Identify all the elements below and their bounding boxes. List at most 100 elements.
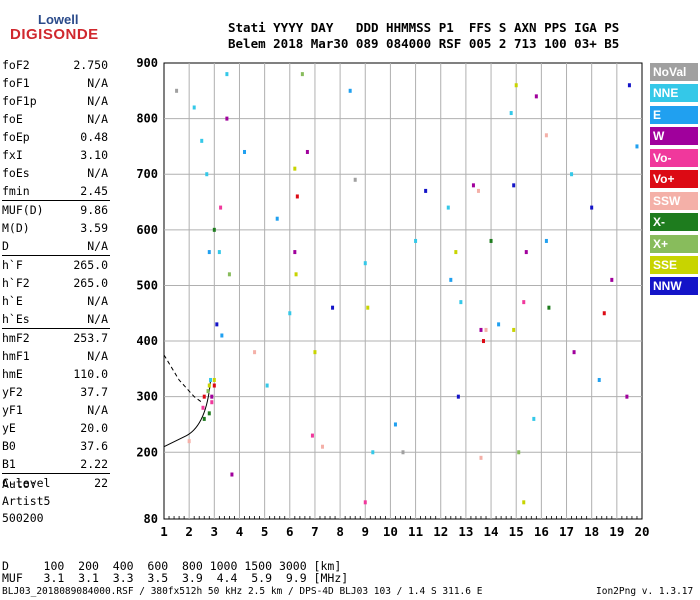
param-name: hmF1 [2, 349, 30, 363]
data-point [300, 72, 304, 77]
data-point [201, 405, 205, 410]
param-name: foF2 [2, 58, 30, 72]
x-tick-label: 10 [383, 524, 398, 539]
data-point [414, 238, 418, 243]
param-row: fmin 2.45 [2, 182, 110, 200]
param-separator [2, 255, 110, 256]
param-row: foEs N/A [2, 164, 110, 182]
data-point [590, 205, 594, 210]
data-point [293, 166, 297, 171]
data-point [210, 400, 214, 405]
param-name: D [2, 239, 9, 253]
data-point [544, 238, 548, 243]
param-name: C-level [2, 476, 51, 490]
param-value: N/A [87, 166, 108, 180]
param-name: hmE [2, 367, 23, 381]
data-point [225, 116, 229, 121]
data-point [489, 238, 493, 243]
data-point [497, 322, 501, 327]
param-value: N/A [87, 239, 108, 253]
data-point [295, 194, 299, 199]
param-value: N/A [87, 94, 108, 108]
data-point [294, 272, 298, 277]
legend-item: SSE [650, 255, 698, 274]
data-point [479, 327, 483, 332]
param-name: yE [2, 421, 16, 435]
data-point [572, 350, 576, 355]
param-row: C-level 22 [2, 474, 110, 492]
x-tick-label: 14 [484, 524, 499, 539]
param-name: h`F2 [2, 276, 30, 290]
plot-frame [163, 62, 643, 520]
data-point [225, 72, 229, 77]
param-name: B1 [2, 457, 16, 471]
param-name: fmin [2, 184, 30, 198]
data-point [459, 300, 463, 305]
x-tick-label: 17 [559, 524, 574, 539]
x-tick-label: 15 [509, 524, 524, 539]
logo-line2: DIGISONDE [10, 26, 99, 43]
param-value: N/A [87, 112, 108, 126]
muf-row: MUF 3.1 3.1 3.3 3.5 3.9 4.4 5.9 9.9 [MHz… [2, 571, 349, 585]
param-row: B1 2.22 [2, 455, 110, 473]
data-point [331, 305, 335, 310]
data-point [635, 144, 639, 149]
y-tick-label: 800 [136, 112, 158, 126]
param-value: 253.7 [73, 331, 108, 345]
param-row: yF2 37.7 [2, 383, 110, 401]
data-point [401, 450, 405, 455]
param-name: foF1 [2, 76, 30, 90]
param-value: N/A [87, 403, 108, 417]
data-point [207, 383, 211, 388]
param-row: h`E N/A [2, 292, 110, 310]
x-tick-label: 8 [336, 524, 344, 539]
data-point [597, 377, 601, 382]
data-point [227, 272, 231, 277]
param-value: 265.0 [73, 258, 108, 272]
legend-item: NoVal [650, 63, 698, 81]
x-tick-label: 2 [185, 524, 193, 539]
data-point [310, 433, 314, 438]
param-row: MUF(D) 9.86 [2, 201, 110, 219]
data-point [610, 277, 614, 282]
param-value: 37.7 [80, 385, 108, 399]
data-point [509, 111, 513, 116]
param-row: foF1 N/A [2, 74, 110, 92]
data-point [484, 327, 488, 332]
data-point [512, 327, 516, 332]
y-tick-label: 80 [144, 512, 158, 526]
x-tick-label: 16 [534, 524, 549, 539]
data-point [471, 183, 475, 188]
legend-item: W [650, 127, 698, 146]
data-point [209, 377, 213, 382]
param-name: B0 [2, 439, 16, 453]
data-point [353, 177, 357, 182]
legend-item: NNE [650, 84, 698, 103]
digisonde-logo: Lowell DIGISONDE [0, 8, 98, 52]
data-point [207, 411, 211, 416]
data-point [424, 188, 428, 193]
param-value: 0.48 [80, 130, 108, 144]
data-point [512, 183, 516, 188]
x-tick-label: 18 [584, 524, 599, 539]
data-point [275, 216, 279, 221]
x-tick-label: 12 [433, 524, 448, 539]
data-point [243, 149, 247, 154]
param-row: foF1p N/A [2, 92, 110, 110]
data-point [522, 300, 526, 305]
param-value: 3.10 [80, 148, 108, 162]
y-tick-label: 600 [136, 223, 158, 237]
param-row: yF1 N/A [2, 401, 110, 419]
data-point [522, 500, 526, 505]
data-point [348, 88, 352, 93]
data-point [570, 172, 574, 177]
footer-file-info: BLJ03_2018089084000.RSF / 380fx512h 50 k… [2, 586, 483, 597]
param-value: 110.0 [73, 367, 108, 381]
legend-item: NNW [650, 277, 698, 296]
param-value: N/A [87, 76, 108, 90]
data-point [212, 227, 216, 232]
data-point [517, 450, 521, 455]
param-name: yF1 [2, 403, 23, 417]
y-tick-label: 300 [136, 390, 158, 404]
